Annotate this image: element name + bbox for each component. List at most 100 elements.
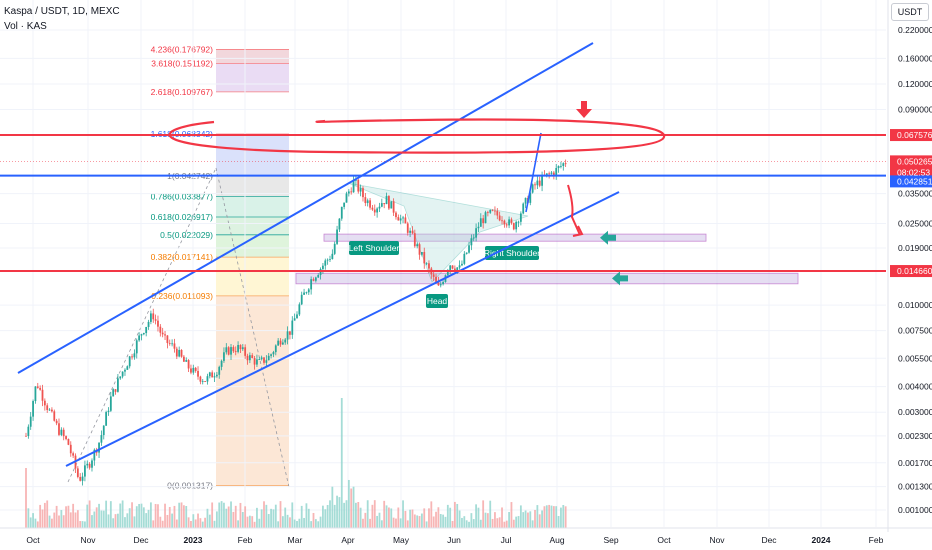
candle-body [60,429,63,435]
time-tick-label: Mar [288,535,303,545]
volume-bar [93,511,96,528]
candle-body [519,213,522,222]
volume-bar [112,518,115,528]
volume-bar [105,500,108,528]
volume-bar [510,502,513,528]
volume-bar [81,521,84,528]
volume-bar [168,506,171,528]
volume-bar [331,486,334,528]
volume-bar [446,504,449,528]
candle-body [256,359,258,365]
candle-body [194,367,197,371]
candle-body [58,423,60,435]
candle-body [343,202,346,207]
volume-bar [373,500,376,528]
candle-body [501,220,503,222]
volume-bar [272,509,275,528]
price-tick-label: 0.004000 [898,382,932,392]
volume-bar [319,516,322,528]
volume-bar [34,518,37,528]
volume-bar [486,513,489,528]
candle-body [213,376,216,378]
candle-body [531,184,534,193]
candle-body [395,212,397,218]
volume-bar [241,511,244,528]
volume-bar [402,500,404,528]
price-tick-label: 0.220000 [898,25,932,35]
channel-lower-line[interactable] [65,191,620,467]
candle-body [62,429,65,437]
candle-body [496,210,499,216]
candle-body [128,356,131,367]
volume-bar [536,505,539,528]
drop-arrow[interactable] [567,184,581,236]
projection-line[interactable] [525,132,542,213]
volume-bar [296,520,298,528]
target-ellipse[interactable] [168,118,666,154]
candle-body [439,284,442,286]
volume-bar [298,518,301,528]
price-tag-bg [890,265,932,278]
candle-body [359,188,362,192]
time-tick-label: Feb [238,535,253,545]
candle-body [220,360,223,367]
fib-band [216,49,289,64]
candle-body [383,203,386,205]
volume-bar [154,503,157,528]
candle-body [397,217,400,221]
candle-body [192,367,195,373]
price-axis[interactable]: 0.220000 0.160000 0.120000 0.090000 0.035000… [887,0,932,532]
candle-body [227,347,230,355]
volume-bar [218,502,221,528]
channel-upper-line[interactable] [17,42,594,374]
candle-body [272,352,275,355]
time-tick-label: Nov [80,535,96,545]
candle-body [88,463,91,468]
candle-body [437,281,440,286]
candle-body [237,344,239,352]
volume-bar [291,502,294,528]
currency-unit-button[interactable]: USDT [891,3,929,21]
time-tick-label: Feb [869,535,884,545]
volume-bar [439,514,442,528]
volume-bar [263,501,265,528]
candle-body [208,372,211,377]
candle-body [550,172,553,174]
volume-bar [227,506,230,528]
candle-body [536,180,539,186]
volume-bar [305,503,308,528]
volume-bar [79,521,82,528]
candle-body [65,436,67,440]
volume-bar [326,505,329,528]
time-axis[interactable]: Oct Nov Dec 2023 Feb Mar Apr May Jun Jul Aug Sep Oct… [0,527,932,545]
volume-bar [442,514,445,528]
candle-body [293,318,296,321]
volume-bar [552,506,555,528]
volume-bar [303,517,305,528]
trend-drawings[interactable] [17,42,666,467]
candle-body [425,263,428,265]
candle-body [36,386,39,388]
volume-bar [281,516,284,528]
fib-band [216,295,289,486]
label-right-shoulder: Right Shoulder [484,248,540,258]
candle-body [142,333,145,335]
price-tick-label: 0.007500 [898,326,932,336]
fib-band [216,196,289,217]
fib-label: 0.618(0.026917) [151,212,214,222]
volume-bar [65,506,67,528]
volume-bar [27,508,30,528]
candle-body [479,218,482,227]
time-tick-label: May [393,535,410,545]
volume-bar [468,521,470,528]
horizontal-levels[interactable] [0,134,886,273]
volume-bar [343,502,346,528]
price-tick-label: 0.035000 [898,189,932,199]
candle-body [69,444,72,454]
volume-bar [482,500,485,528]
candle-body [100,435,103,443]
fib-label: 0(0.001317) [167,480,213,490]
volume-bar [91,515,93,528]
candle-countdown: 08:02:53 [897,167,930,177]
